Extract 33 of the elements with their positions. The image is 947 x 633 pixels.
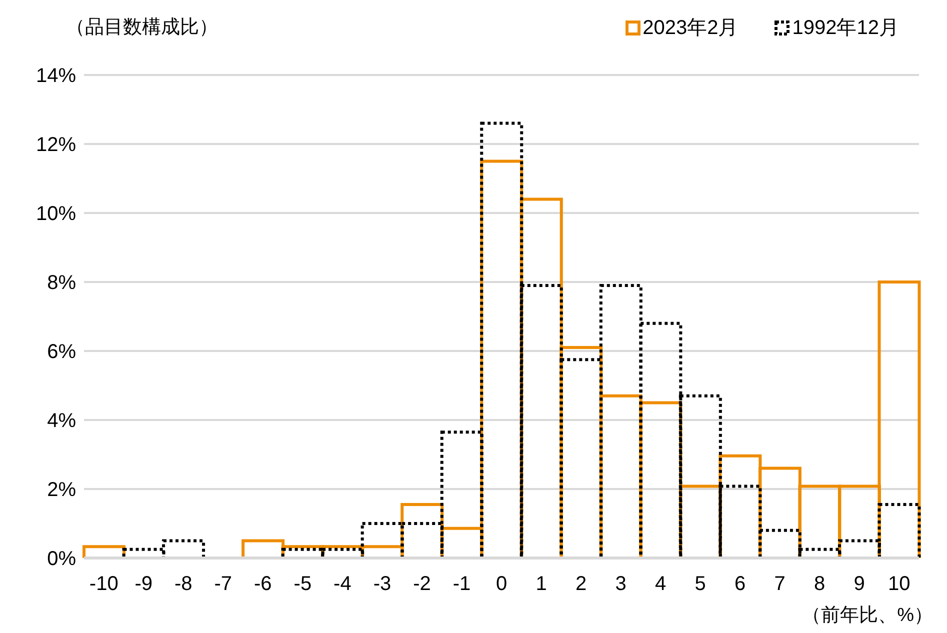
x-tick-label: -2 xyxy=(413,573,431,596)
x-tick-label: 6 xyxy=(734,573,746,596)
y-axis-title: （品目数構成比） xyxy=(66,16,218,40)
y-tick-label: 8% xyxy=(47,272,76,294)
y-tick-label: 2% xyxy=(47,479,76,502)
x-tick-label: 0 xyxy=(496,573,508,596)
legend-label: 2023年2月 xyxy=(642,16,738,41)
y-tick-label: 14% xyxy=(36,65,76,88)
x-tick-label: -5 xyxy=(294,573,312,596)
x-tick-label: -1 xyxy=(452,573,471,596)
x-tick-label: -10 xyxy=(89,573,118,596)
x-tick-label: 1 xyxy=(536,573,547,596)
x-tick-label: 9 xyxy=(854,573,865,596)
x-tick-label: 4 xyxy=(654,573,666,596)
x-tick-label: 8 xyxy=(814,573,826,596)
x-tick-label: 2 xyxy=(575,573,587,596)
x-tick-label: -9 xyxy=(134,573,153,596)
x-tick-label: -3 xyxy=(373,573,392,596)
x-tick-label: -6 xyxy=(254,573,272,596)
x-axis-title: （前年比、%） xyxy=(802,604,933,628)
x-tick-label: 5 xyxy=(694,573,706,596)
x-tick-label: -7 xyxy=(214,573,232,596)
x-tick-label: -4 xyxy=(334,573,352,596)
y-tick-label: 12% xyxy=(36,134,76,156)
legend-label: 1992年12月 xyxy=(792,16,899,41)
x-tick-label: 7 xyxy=(774,573,786,596)
y-tick-label: 0% xyxy=(47,548,76,570)
y-tick-label: 10% xyxy=(36,203,76,226)
x-tick-label: 10 xyxy=(888,573,910,596)
y-tick-label: 6% xyxy=(47,341,76,364)
x-tick-label: -8 xyxy=(174,573,192,596)
x-tick-label: 3 xyxy=(615,573,626,596)
y-tick-label: 4% xyxy=(47,410,76,432)
